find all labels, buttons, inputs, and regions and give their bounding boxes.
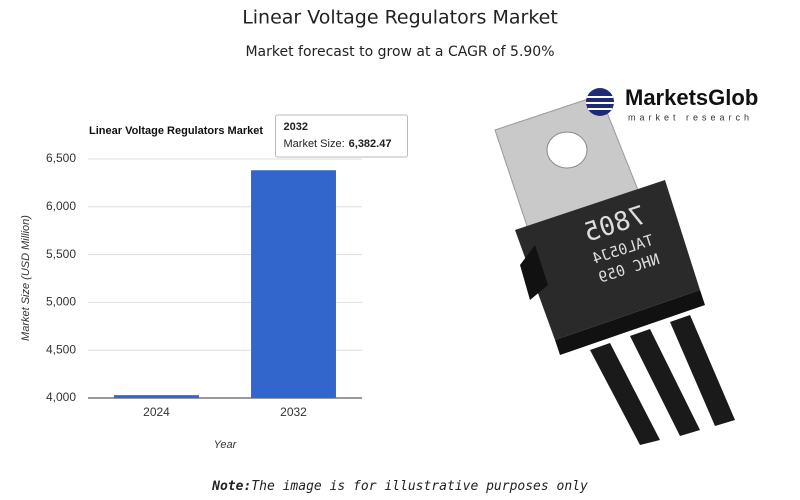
tab-hole <box>546 131 588 169</box>
chart-title: Linear Voltage Regulators Market <box>89 125 263 137</box>
logo-name: MarketsGlob <box>625 85 758 110</box>
page-title: Linear Voltage Regulators Market <box>242 7 558 29</box>
y-tick-label: 4,000 <box>46 390 76 404</box>
x-axis-label: Year <box>214 439 238 451</box>
tooltip: 2032 Market Size: 6,382.47 <box>275 114 408 158</box>
y-tick-label: 5,500 <box>46 247 76 261</box>
note-text: The image is for illustrative purposes o… <box>251 479 588 494</box>
y-tick-label: 4,500 <box>46 342 76 356</box>
bar <box>251 170 336 398</box>
bar <box>114 395 199 398</box>
y-tick-label: 6,500 <box>46 151 76 165</box>
chip-body <box>515 180 700 340</box>
tooltip-title: 2032 <box>284 121 308 133</box>
pin <box>670 315 735 426</box>
y-tick-label: 5,000 <box>46 295 76 309</box>
y-axis-label: Market Size (USD Million) <box>20 215 32 341</box>
note: Note:The image is for illustrative purpo… <box>211 479 588 494</box>
pin <box>590 343 660 445</box>
x-tick-label: 2024 <box>143 405 170 419</box>
pin <box>630 329 700 436</box>
value-label: 6,382.47 <box>349 138 392 150</box>
logo-tagline: market research <box>628 112 753 122</box>
note-label: Note: <box>211 479 251 494</box>
tooltip-label: Market Size: <box>284 138 345 150</box>
x-tick-label: 2032 <box>280 405 307 419</box>
y-tick-label: 6,000 <box>46 199 76 213</box>
tooltip-box <box>275 114 408 158</box>
product-image: 7805 TAL05J4 NHC 059 MarketsGlob market … <box>418 83 800 465</box>
page-subtitle: Market forecast to grow at a CAGR of 5.9… <box>245 44 554 60</box>
